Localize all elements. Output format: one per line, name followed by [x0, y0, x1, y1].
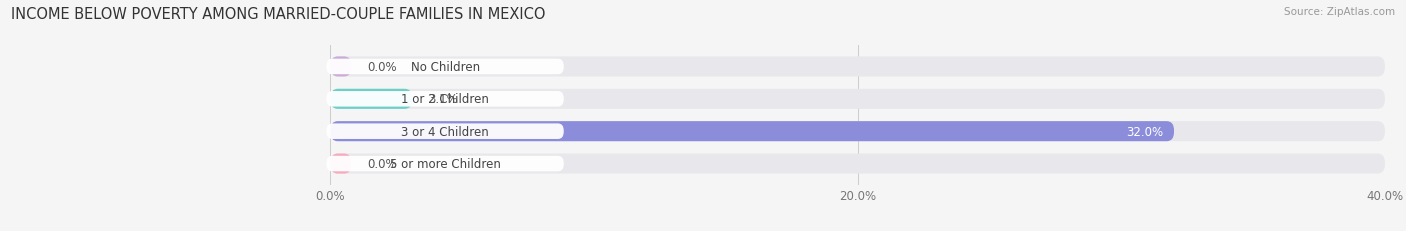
FancyBboxPatch shape [330, 122, 1385, 142]
Text: 1 or 2 Children: 1 or 2 Children [401, 93, 489, 106]
FancyBboxPatch shape [326, 156, 564, 172]
Text: 3 or 4 Children: 3 or 4 Children [401, 125, 489, 138]
Text: 3.1%: 3.1% [427, 93, 458, 106]
FancyBboxPatch shape [326, 124, 564, 139]
FancyBboxPatch shape [330, 57, 1385, 77]
Text: 5 or more Children: 5 or more Children [389, 157, 501, 170]
Text: 0.0%: 0.0% [367, 157, 396, 170]
FancyBboxPatch shape [330, 89, 412, 109]
FancyBboxPatch shape [330, 154, 1385, 174]
Text: Source: ZipAtlas.com: Source: ZipAtlas.com [1284, 7, 1395, 17]
FancyBboxPatch shape [326, 59, 564, 75]
FancyBboxPatch shape [326, 92, 564, 107]
FancyBboxPatch shape [330, 154, 352, 174]
Text: 32.0%: 32.0% [1126, 125, 1164, 138]
FancyBboxPatch shape [330, 57, 352, 77]
Text: INCOME BELOW POVERTY AMONG MARRIED-COUPLE FAMILIES IN MEXICO: INCOME BELOW POVERTY AMONG MARRIED-COUPL… [11, 7, 546, 22]
Text: No Children: No Children [411, 61, 479, 74]
FancyBboxPatch shape [330, 89, 1385, 109]
FancyBboxPatch shape [330, 122, 1174, 142]
Text: 0.0%: 0.0% [367, 61, 396, 74]
